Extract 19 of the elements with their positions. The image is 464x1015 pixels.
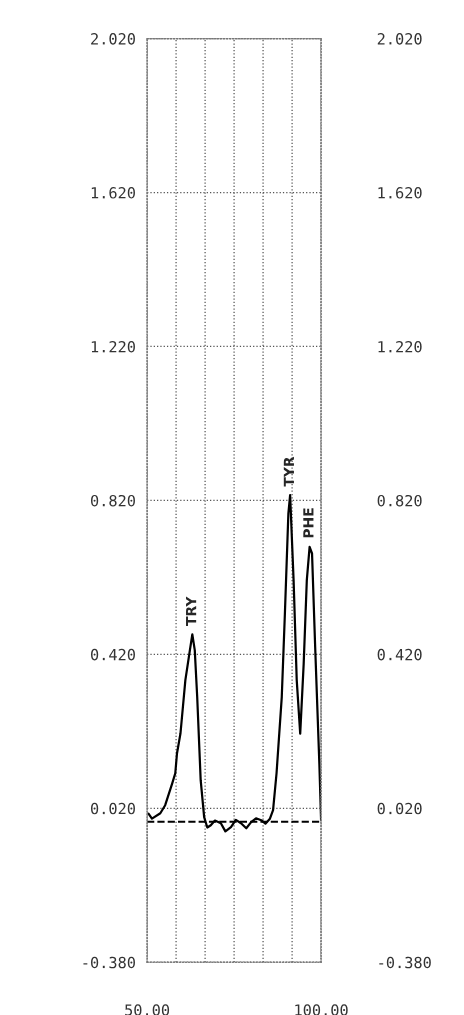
y-tick-label: 0.820: [90, 494, 135, 507]
y-tick-label: 0.420: [90, 648, 135, 661]
y2-tick-label: 1.220: [378, 340, 422, 353]
y2-tick-label: 2.020: [377, 33, 422, 45]
y2-tick-label: 0.820: [377, 494, 422, 507]
y-tick-label: 1.220: [91, 340, 135, 353]
x-tick-label: 50.00: [125, 1004, 170, 1015]
y-tick-label: 1.620: [91, 187, 135, 199]
y-tick-label: -0.380: [83, 956, 135, 969]
annotation: TYR: [283, 456, 294, 487]
y2-tick-label: -0.380: [379, 956, 431, 969]
y-tick-label: 0.020: [90, 802, 135, 815]
annotation: TRY: [186, 596, 197, 626]
y2-tick-label: 0.020: [377, 802, 422, 815]
x-tick-label: 100.00: [295, 1004, 348, 1015]
y-tick-label: 2.020: [91, 33, 135, 45]
y2-tick-label: 0.420: [377, 648, 422, 661]
y2-tick-label: 1.620: [378, 187, 422, 199]
annotation: PHE: [303, 508, 314, 538]
